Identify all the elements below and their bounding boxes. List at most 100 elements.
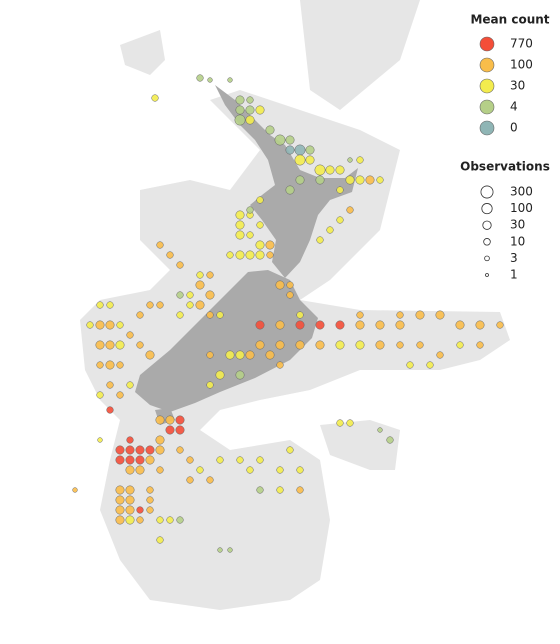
data-point bbox=[145, 455, 155, 465]
data-point bbox=[206, 271, 214, 279]
data-point bbox=[316, 236, 324, 244]
data-point bbox=[136, 516, 144, 524]
data-point bbox=[274, 134, 286, 146]
data-point bbox=[456, 341, 464, 349]
data-point bbox=[296, 486, 304, 494]
data-point bbox=[115, 505, 125, 515]
data-point bbox=[245, 250, 255, 260]
south-island bbox=[135, 270, 318, 412]
data-point bbox=[136, 506, 144, 514]
data-point bbox=[276, 486, 284, 494]
data-point bbox=[115, 515, 125, 525]
data-point bbox=[296, 466, 304, 474]
data-point bbox=[156, 241, 164, 249]
data-point bbox=[276, 361, 284, 369]
data-point bbox=[206, 476, 214, 484]
data-point bbox=[265, 240, 275, 250]
points bbox=[72, 74, 504, 553]
data-point bbox=[275, 340, 285, 350]
data-point bbox=[186, 476, 194, 484]
data-point bbox=[226, 251, 234, 259]
data-point bbox=[176, 261, 184, 269]
data-point bbox=[255, 240, 265, 250]
data-point bbox=[115, 485, 125, 495]
data-point bbox=[275, 280, 285, 290]
data-point bbox=[296, 311, 304, 319]
data-point bbox=[156, 466, 164, 474]
data-point bbox=[166, 251, 174, 259]
legend-label: 3 bbox=[510, 251, 518, 265]
data-point bbox=[156, 301, 164, 309]
data-point bbox=[315, 175, 325, 185]
data-point bbox=[116, 391, 124, 399]
data-point bbox=[125, 445, 135, 455]
legend-label: 300 bbox=[510, 185, 533, 199]
data-point bbox=[125, 515, 135, 525]
data-point bbox=[335, 320, 345, 330]
data-point bbox=[206, 311, 214, 319]
data-point bbox=[106, 406, 114, 414]
data-point bbox=[295, 175, 305, 185]
data-point bbox=[435, 310, 445, 320]
data-point bbox=[136, 311, 144, 319]
legend-label: 10 bbox=[510, 234, 525, 248]
data-point bbox=[126, 436, 134, 444]
data-point bbox=[325, 165, 335, 175]
data-point bbox=[146, 301, 154, 309]
data-point bbox=[106, 301, 114, 309]
data-point bbox=[156, 536, 164, 544]
bathymetry bbox=[120, 30, 165, 75]
data-point bbox=[135, 455, 145, 465]
data-point bbox=[266, 251, 274, 259]
data-point bbox=[235, 210, 245, 220]
data-point bbox=[285, 185, 295, 195]
data-point bbox=[295, 340, 305, 350]
data-point bbox=[115, 340, 125, 350]
data-point bbox=[336, 419, 344, 427]
legend-swatch bbox=[479, 36, 495, 52]
data-point bbox=[256, 456, 264, 464]
data-point bbox=[275, 320, 285, 330]
data-point bbox=[95, 340, 105, 350]
legend-label: 4 bbox=[510, 100, 518, 114]
legend-title: Mean count bbox=[470, 13, 549, 27]
data-point bbox=[156, 516, 164, 524]
data-point bbox=[355, 175, 365, 185]
data-point bbox=[125, 455, 135, 465]
data-point bbox=[475, 320, 485, 330]
data-point bbox=[136, 341, 144, 349]
data-point bbox=[346, 206, 354, 214]
data-point bbox=[356, 311, 364, 319]
north-island bbox=[215, 85, 358, 278]
data-point bbox=[165, 425, 175, 435]
data-point bbox=[196, 466, 204, 474]
data-point bbox=[235, 95, 245, 105]
data-point bbox=[186, 456, 194, 464]
data-point bbox=[86, 321, 94, 329]
data-point bbox=[186, 301, 194, 309]
data-point bbox=[265, 125, 275, 135]
legend-title: Observations bbox=[460, 160, 550, 174]
data-point bbox=[216, 456, 224, 464]
data-point bbox=[336, 216, 344, 224]
data-point bbox=[125, 505, 135, 515]
data-point bbox=[235, 350, 245, 360]
data-point bbox=[126, 381, 134, 389]
data-point bbox=[286, 446, 294, 454]
data-point bbox=[217, 547, 223, 553]
data-point bbox=[276, 466, 284, 474]
data-point bbox=[155, 415, 165, 425]
legend-size bbox=[483, 238, 491, 246]
data-point bbox=[395, 320, 405, 330]
data-point bbox=[176, 446, 184, 454]
data-point bbox=[335, 340, 345, 350]
data-point bbox=[235, 250, 245, 260]
data-point bbox=[186, 291, 194, 299]
data-point bbox=[97, 437, 103, 443]
legend-label: 770 bbox=[510, 37, 533, 51]
data-point bbox=[347, 157, 353, 163]
data-point bbox=[245, 115, 255, 125]
data-point bbox=[116, 361, 124, 369]
data-point bbox=[245, 350, 255, 360]
